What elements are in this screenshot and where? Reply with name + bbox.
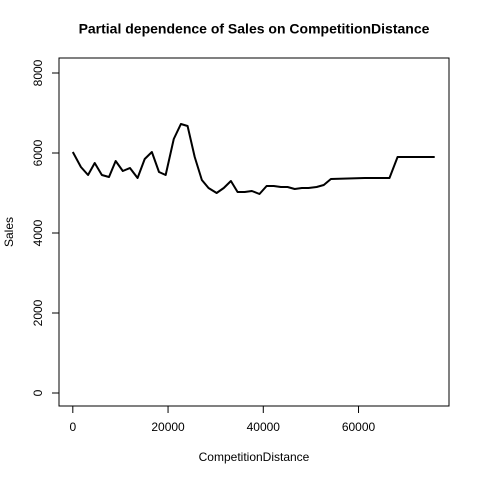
x-axis-label: CompetitionDistance bbox=[199, 450, 310, 464]
plot-frame bbox=[58, 57, 450, 407]
y-tick-label: 2000 bbox=[31, 299, 45, 326]
x-tick-label: 20000 bbox=[151, 420, 185, 434]
x-tick-label: 0 bbox=[69, 420, 76, 434]
y-axis-label: Sales bbox=[2, 217, 16, 247]
y-tick-label: 6000 bbox=[31, 139, 45, 166]
y-tick-label: 4000 bbox=[31, 219, 45, 246]
y-tick-label: 0 bbox=[31, 389, 45, 396]
x-tick-label: 40000 bbox=[247, 420, 281, 434]
y-tick-label: 8000 bbox=[31, 59, 45, 86]
chart-title: Partial dependence of Sales on Competiti… bbox=[79, 21, 430, 37]
x-tick-label: 60000 bbox=[342, 420, 376, 434]
data-line bbox=[71, 123, 435, 195]
